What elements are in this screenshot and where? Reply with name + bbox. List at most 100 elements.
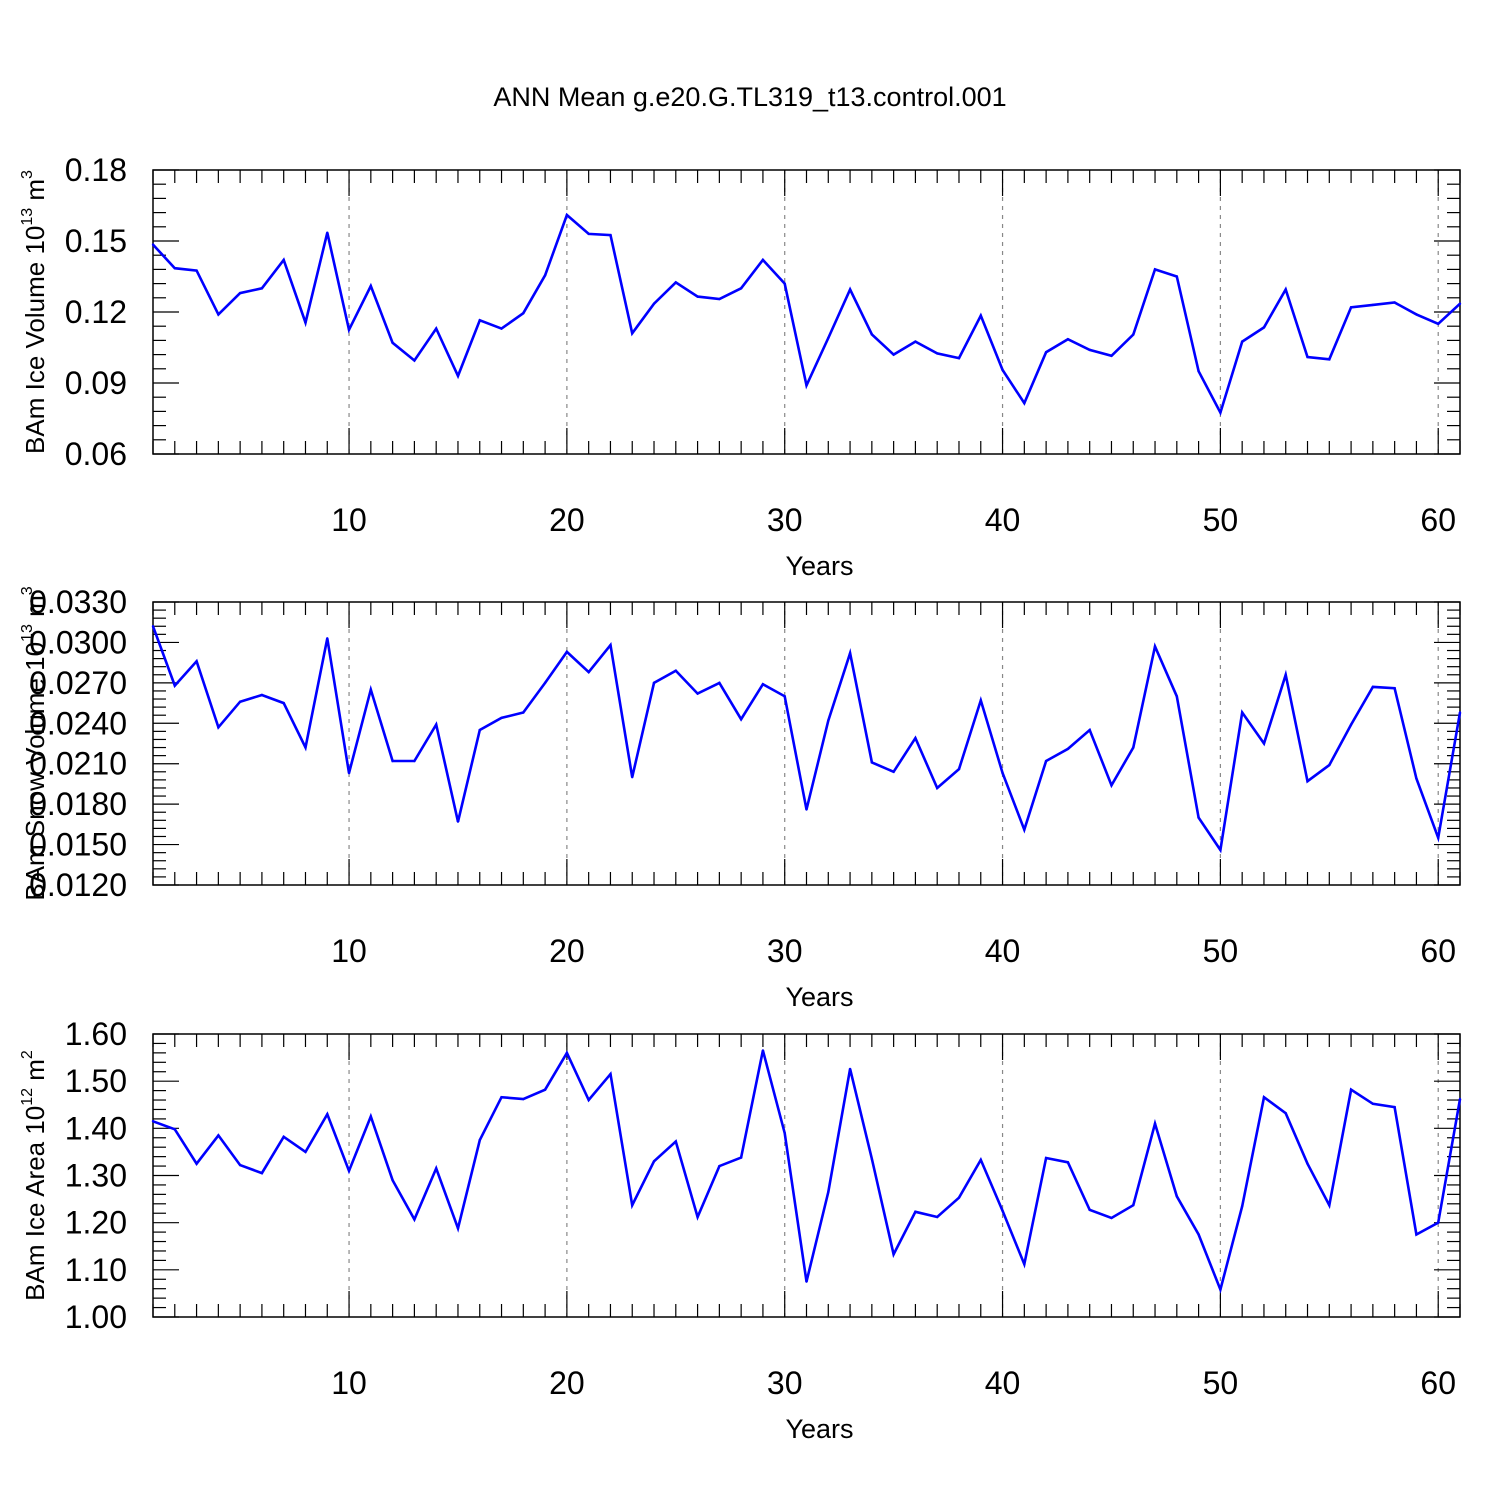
data-point xyxy=(1175,695,1179,698)
data-point xyxy=(391,759,394,763)
data-point xyxy=(1088,1208,1091,1212)
data-point xyxy=(260,1171,264,1175)
data-point xyxy=(434,1167,438,1170)
data-point xyxy=(1001,1209,1004,1213)
y-tick-label: 1.10 xyxy=(65,1252,127,1288)
data-point xyxy=(369,1115,373,1118)
x-tick-label: 60 xyxy=(1420,502,1456,538)
y-tick-label: 1.00 xyxy=(65,1299,127,1335)
data-point xyxy=(238,700,242,703)
data-point xyxy=(217,726,220,729)
data-point xyxy=(587,670,590,674)
data-point xyxy=(979,1158,982,1162)
y-tick-label: 0.12 xyxy=(65,294,127,330)
y-tick-label: 0.18 xyxy=(65,152,127,188)
x-tick-label: 10 xyxy=(331,1365,367,1401)
x-tick-label: 20 xyxy=(549,502,585,538)
data-point xyxy=(1066,1161,1070,1164)
data-point xyxy=(522,311,525,315)
data-point xyxy=(195,660,198,663)
data-point xyxy=(543,681,547,685)
data-point xyxy=(718,681,721,685)
data-point xyxy=(1349,723,1353,726)
x-tick-label: 20 xyxy=(549,1365,585,1401)
data-point xyxy=(413,759,416,763)
data-point xyxy=(1306,1162,1309,1165)
y-tick-label: 0.0120 xyxy=(29,867,127,903)
x-tick-label: 40 xyxy=(985,502,1021,538)
data-point xyxy=(827,719,830,722)
data-point xyxy=(1219,411,1222,414)
data-point xyxy=(413,359,416,362)
data-point xyxy=(1371,1102,1375,1106)
y-tick-label: 0.09 xyxy=(65,365,127,401)
y-tick-label: 0.0180 xyxy=(29,786,127,822)
data-point xyxy=(369,688,373,691)
data-point xyxy=(304,1150,307,1154)
data-point xyxy=(1175,1195,1179,1198)
y-axis-label: BAm Ice Volume 1013 m3 xyxy=(19,170,50,454)
data-point xyxy=(609,233,612,237)
data-point xyxy=(413,1218,416,1221)
data-point xyxy=(151,625,155,628)
data-point xyxy=(739,287,743,290)
data-point xyxy=(1393,687,1396,690)
data-point xyxy=(434,327,438,330)
data-point xyxy=(848,652,852,655)
data-point xyxy=(1284,673,1287,676)
data-point xyxy=(1153,268,1157,271)
data-point xyxy=(304,746,307,749)
data-point xyxy=(1132,333,1135,336)
data-point xyxy=(478,319,481,322)
data-point xyxy=(1197,816,1200,819)
data-point xyxy=(543,1088,547,1091)
data-point xyxy=(739,718,743,721)
data-point xyxy=(456,1227,460,1230)
data-point xyxy=(1262,1096,1266,1099)
data-point xyxy=(456,374,460,378)
data-point xyxy=(761,258,765,262)
data-point xyxy=(151,243,155,246)
data-point xyxy=(609,1072,612,1076)
data-point xyxy=(282,258,285,262)
y-tick-label: 0.0150 xyxy=(29,827,127,863)
data-point xyxy=(238,1163,242,1167)
data-point xyxy=(1371,303,1375,307)
data-point xyxy=(326,231,329,234)
data-point xyxy=(1262,326,1266,329)
data-point xyxy=(1415,313,1418,316)
y-tick-label: 1.20 xyxy=(65,1205,127,1241)
data-point xyxy=(1132,746,1135,749)
data-point xyxy=(173,267,176,270)
data-point xyxy=(805,384,808,387)
data-point xyxy=(631,332,634,335)
data-point xyxy=(434,723,438,726)
data-point xyxy=(1066,338,1070,341)
data-point xyxy=(391,341,394,344)
data-point xyxy=(1175,275,1179,278)
data-point xyxy=(1240,1204,1244,1208)
data-point xyxy=(478,728,481,732)
x-axis-label: Years xyxy=(785,551,853,581)
x-tick-label: 30 xyxy=(767,502,803,538)
data-point xyxy=(739,1156,743,1159)
data-point xyxy=(1349,306,1353,309)
data-point xyxy=(827,1190,830,1194)
data-point xyxy=(565,213,569,217)
data-point xyxy=(1458,302,1462,305)
x-tick-label: 50 xyxy=(1203,502,1239,538)
data-point xyxy=(783,282,786,285)
data-point xyxy=(1458,711,1462,714)
data-point xyxy=(936,352,939,355)
data-point xyxy=(369,284,373,288)
data-point xyxy=(1001,771,1004,775)
y-tick-label: 1.50 xyxy=(65,1063,127,1099)
data-point xyxy=(1066,747,1070,751)
x-tick-label: 50 xyxy=(1203,933,1239,969)
data-point xyxy=(1328,358,1331,361)
data-point xyxy=(1349,1088,1353,1091)
x-tick-label: 10 xyxy=(331,502,367,538)
data-point xyxy=(173,1128,176,1131)
data-point xyxy=(543,274,547,277)
